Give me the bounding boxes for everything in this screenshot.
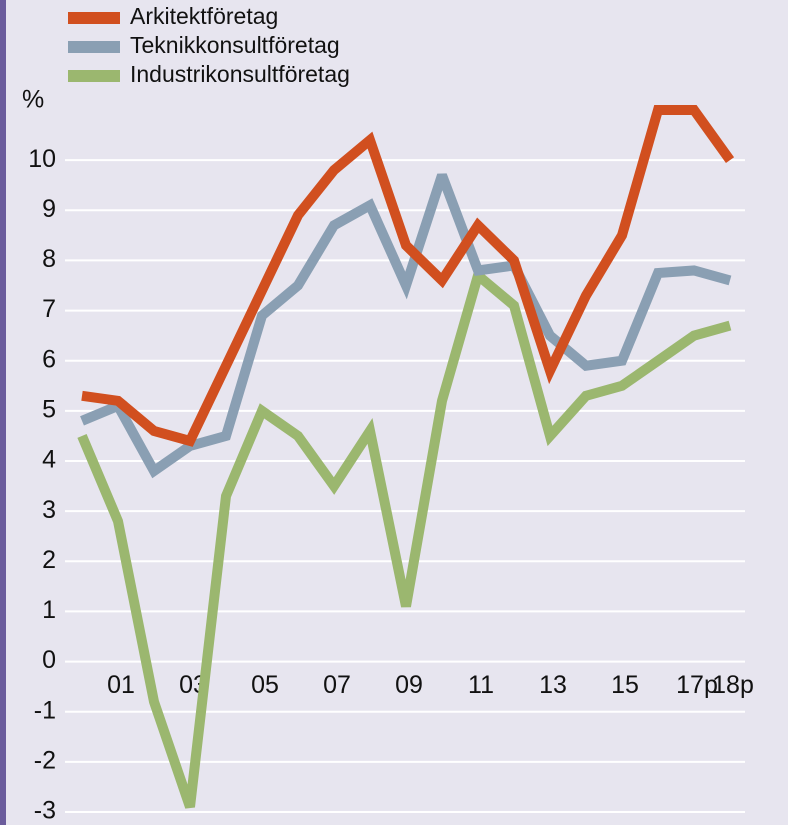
y-tick-label: 5 — [42, 395, 56, 423]
line — [77, 266, 732, 809]
x-tick-label: 05 — [251, 671, 279, 699]
y-tick-label: 8 — [42, 245, 56, 273]
y-tick-label: -1 — [34, 696, 56, 724]
y-axis-label: % — [22, 86, 44, 114]
x-tick-label: 13 — [539, 671, 567, 699]
y-tick-label: 0 — [42, 646, 56, 674]
legend-swatch — [68, 12, 120, 24]
y-tick-label: 9 — [42, 195, 56, 223]
x-tick-label: 18p — [712, 671, 754, 699]
legend-swatch — [68, 41, 120, 53]
legend-label: Teknikkonsultföretag — [130, 32, 340, 58]
legend-label: Arkitektföretag — [130, 3, 278, 29]
line — [81, 105, 735, 447]
legend-swatch — [68, 70, 120, 82]
legend-label: Industrikonsultföretag — [130, 61, 350, 87]
y-tick-label: 2 — [42, 546, 56, 574]
x-tick-label: 01 — [107, 671, 135, 699]
y-tick-label: 4 — [42, 446, 56, 474]
x-tick-label: 15 — [611, 671, 639, 699]
y-tick-label: 6 — [42, 345, 56, 373]
x-tick-label: 11 — [468, 671, 494, 699]
y-tick-label: 3 — [42, 496, 56, 524]
x-tick-label: 09 — [395, 671, 423, 699]
y-tick-label: -2 — [34, 746, 56, 774]
y-tick-label: 1 — [42, 596, 56, 624]
side-border — [0, 0, 6, 825]
y-tick-label: -3 — [34, 797, 56, 825]
y-tick-label: 7 — [42, 295, 56, 323]
y-tick-label: 10 — [28, 145, 56, 173]
x-tick-label: 17p — [676, 671, 718, 699]
x-tick-label: 07 — [323, 671, 351, 699]
